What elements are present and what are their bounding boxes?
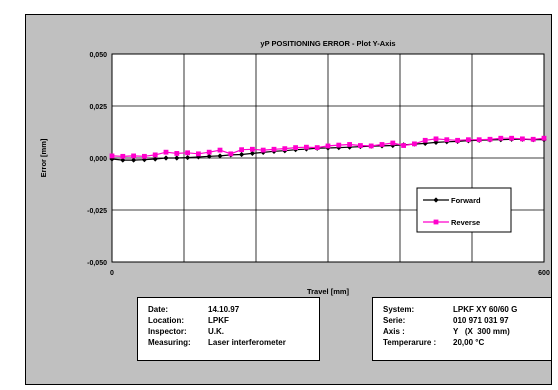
data-point-reverse xyxy=(304,144,309,150)
data-point-reverse xyxy=(142,153,147,159)
data-point-forward xyxy=(152,156,158,162)
data-point-reverse xyxy=(185,150,190,156)
y-axis-label: Error [mm] xyxy=(39,138,48,177)
data-point-reverse xyxy=(109,153,115,159)
x-tick-label: 600 xyxy=(538,270,550,277)
system-info-value: LPKF XY 60/60 G xyxy=(453,305,518,314)
system-info-label: System: xyxy=(383,305,415,314)
data-point-reverse xyxy=(433,136,439,142)
system-info-label: Serie: xyxy=(383,316,406,325)
x-axis-label: Travel [mm] xyxy=(307,287,350,296)
data-point-reverse xyxy=(152,152,158,158)
test-info-value: U.K. xyxy=(208,327,224,336)
legend-marker xyxy=(433,197,439,203)
data-point-reverse xyxy=(131,153,136,159)
data-point-reverse xyxy=(455,137,460,143)
chart-title: yP POSITIONING ERROR - Plot Y-Axis xyxy=(260,39,395,48)
data-point-reverse xyxy=(358,143,363,148)
data-point-reverse xyxy=(314,145,320,150)
data-point-reverse xyxy=(509,135,514,141)
data-point-reverse xyxy=(325,143,331,149)
y-tick-label: -0,025 xyxy=(87,208,107,215)
data-point-forward xyxy=(174,155,180,161)
data-point-reverse xyxy=(379,142,385,147)
data-point-reverse xyxy=(412,141,417,147)
data-point-reverse xyxy=(368,143,374,149)
data-point-reverse xyxy=(163,149,169,155)
test-info-value: 14.10.97 xyxy=(208,305,240,314)
data-point-forward xyxy=(120,157,126,163)
data-point-forward xyxy=(131,157,137,163)
data-point-forward xyxy=(239,151,245,158)
data-point-reverse xyxy=(336,142,342,148)
system-info-label: Temperarure : xyxy=(383,338,437,347)
test-info-value: Laser interferometer xyxy=(208,338,286,347)
data-point-reverse xyxy=(498,135,504,141)
legend-marker xyxy=(433,219,439,225)
data-point-reverse xyxy=(239,147,244,153)
legend xyxy=(416,187,512,233)
data-point-reverse xyxy=(282,146,288,152)
data-point-forward xyxy=(217,153,223,159)
data-point-reverse xyxy=(347,142,352,147)
test-info-value: LPKF xyxy=(208,316,229,325)
test-info-box: Date: 14.10.97 Location: LPKF Inspector: U.K.… xyxy=(137,297,320,361)
data-point-reverse xyxy=(206,149,212,155)
y-tick-label: -0,050 xyxy=(87,260,107,267)
legend-label: Reverse xyxy=(451,218,480,227)
test-info-label: Measuring: xyxy=(148,338,191,347)
system-info-box: System: LPKF XY 60/60 G Serie: 010 971 031 … xyxy=(372,297,552,361)
data-point-reverse xyxy=(293,145,298,150)
x-tick-label: 0 xyxy=(110,270,114,277)
data-point-reverse xyxy=(444,137,450,143)
y-tick-label: 0,050 xyxy=(89,52,107,59)
data-point-reverse xyxy=(520,136,525,142)
data-point-reverse xyxy=(260,147,266,153)
data-point-forward xyxy=(163,155,169,161)
data-point-forward xyxy=(185,154,191,161)
data-point-reverse xyxy=(422,137,428,143)
system-info-value: 20,00 °C xyxy=(453,338,485,347)
data-point-reverse xyxy=(196,151,201,157)
y-tick-label: 0,000 xyxy=(89,156,107,163)
test-info-label: Inspector: xyxy=(148,327,187,336)
test-info-label: Location: xyxy=(148,316,184,325)
test-info-label: Date: xyxy=(148,305,169,314)
data-point-reverse xyxy=(250,146,255,152)
legend-label: Forward xyxy=(451,196,481,205)
data-point-reverse xyxy=(476,137,482,143)
data-point-forward xyxy=(347,144,353,150)
data-point-forward xyxy=(206,153,212,159)
data-point-forward xyxy=(249,150,255,157)
data-point-reverse xyxy=(120,153,126,159)
data-point-reverse xyxy=(530,136,536,142)
data-point-reverse xyxy=(174,151,180,156)
system-info-label: Axis : xyxy=(383,327,405,336)
data-point-reverse xyxy=(541,135,547,141)
system-info-value: 010 971 031 97 xyxy=(453,316,509,325)
data-point-reverse xyxy=(271,146,277,152)
data-point-reverse xyxy=(228,151,234,157)
data-point-reverse xyxy=(401,143,406,148)
y-tick-label: 0,025 xyxy=(89,104,107,111)
chart-frame: 0,050 0,025 0,000 -0,025 -0,050 0 600 yP POSITI… xyxy=(25,14,552,385)
system-info-value: Y (X 300 mm) xyxy=(453,327,510,336)
data-point-reverse xyxy=(487,136,493,142)
data-point-reverse xyxy=(217,147,223,153)
data-point-reverse xyxy=(390,140,396,146)
data-point-reverse xyxy=(466,137,471,143)
